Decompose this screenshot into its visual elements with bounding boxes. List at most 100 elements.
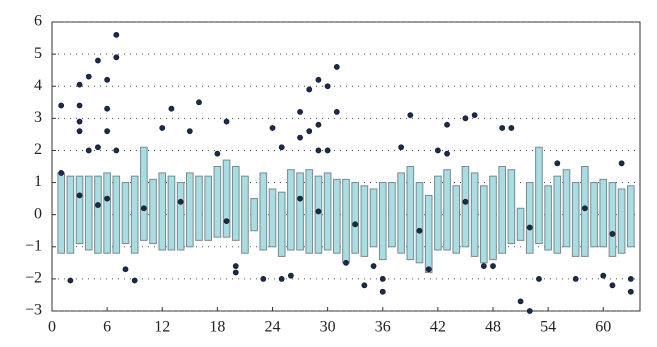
point <box>95 57 101 64</box>
point <box>104 76 111 83</box>
point <box>67 277 74 284</box>
point <box>333 109 340 115</box>
point <box>526 224 533 231</box>
range-bar <box>507 169 516 245</box>
point <box>434 147 441 154</box>
x-tick-label: 24 <box>265 319 281 336</box>
range-bar <box>342 178 350 264</box>
point <box>352 221 359 228</box>
y-tick-label: 6 <box>34 13 42 30</box>
point <box>315 147 322 154</box>
range-bar <box>388 182 396 248</box>
range-bar <box>277 191 286 257</box>
range-bar <box>461 166 470 248</box>
point <box>444 121 450 128</box>
x-tick-label: 54 <box>540 319 556 336</box>
point <box>76 192 83 199</box>
point <box>140 205 147 212</box>
point <box>214 150 221 157</box>
point <box>223 218 230 224</box>
range-bar <box>415 182 424 264</box>
point <box>58 102 65 109</box>
point <box>104 195 111 202</box>
y-tick-label: 4 <box>34 77 42 94</box>
point <box>618 160 625 167</box>
y-tick-label: 5 <box>34 45 42 62</box>
point <box>287 272 294 279</box>
range-bar <box>480 185 488 264</box>
range-bar <box>112 175 121 254</box>
range-bar <box>149 178 157 245</box>
point <box>416 227 423 234</box>
point <box>398 144 405 151</box>
range-bar <box>553 175 562 254</box>
point <box>343 259 349 266</box>
point <box>407 112 414 119</box>
range-bar <box>397 172 405 254</box>
point <box>85 147 92 154</box>
range-bar <box>627 185 635 248</box>
range-bar <box>599 178 608 248</box>
point <box>113 147 120 154</box>
point <box>269 125 276 131</box>
point <box>177 198 184 205</box>
y-tick-label: 2 <box>34 141 42 158</box>
y-tick-label: 3 <box>34 109 42 126</box>
range-bar <box>94 175 102 254</box>
range-bar <box>452 185 461 254</box>
point <box>159 125 166 131</box>
range-bar <box>121 182 130 245</box>
point <box>554 160 561 167</box>
point <box>379 288 386 295</box>
point <box>95 202 101 208</box>
point <box>600 272 607 279</box>
point <box>76 102 83 109</box>
point <box>324 83 331 90</box>
point <box>113 31 120 38</box>
point <box>260 275 267 282</box>
range-bar <box>525 182 534 254</box>
point <box>131 277 138 284</box>
point <box>297 195 303 202</box>
point <box>517 298 524 305</box>
point <box>462 115 469 122</box>
point <box>76 118 83 125</box>
point <box>58 170 65 176</box>
range-bar <box>140 146 148 241</box>
point <box>379 275 386 282</box>
y-tick-label: 0 <box>34 205 42 222</box>
range-bar <box>369 188 378 248</box>
range-bar <box>608 182 617 257</box>
range-bar <box>590 182 598 248</box>
range-bar <box>333 178 341 254</box>
range-bar <box>378 182 387 261</box>
range-bar <box>498 166 506 254</box>
x-tick-label: 18 <box>209 319 225 336</box>
point <box>609 231 616 237</box>
point <box>609 282 616 289</box>
range-bar <box>351 182 359 254</box>
point <box>85 73 92 80</box>
x-tick-label: 48 <box>485 319 501 336</box>
point <box>76 81 83 88</box>
point <box>306 128 313 135</box>
point <box>278 275 285 282</box>
point <box>627 288 634 295</box>
point <box>536 275 542 282</box>
point <box>361 282 368 289</box>
point <box>333 64 340 70</box>
point <box>104 128 111 135</box>
point <box>324 147 331 154</box>
point <box>370 263 377 269</box>
range-bar <box>158 172 167 251</box>
point <box>232 263 239 269</box>
range-bar <box>323 172 332 251</box>
y-tick-label: 1 <box>34 173 42 190</box>
range-bar <box>571 182 580 257</box>
point <box>581 205 588 212</box>
range-bar <box>259 172 268 251</box>
point <box>122 266 129 273</box>
point <box>480 263 487 269</box>
point <box>223 118 230 125</box>
range-bar <box>222 159 231 238</box>
